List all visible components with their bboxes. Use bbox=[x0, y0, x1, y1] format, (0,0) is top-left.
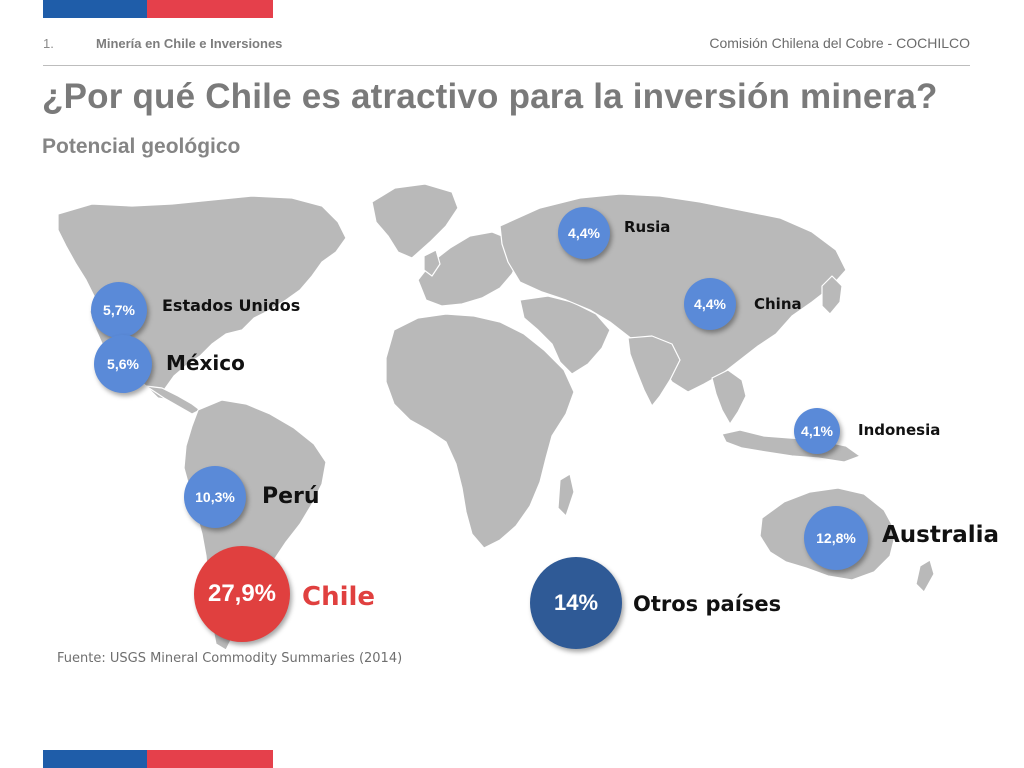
marker-russia: 4,4% bbox=[558, 207, 610, 259]
share-chile: 27,9% bbox=[207, 580, 277, 607]
share-others: 14% bbox=[553, 590, 599, 615]
africa-shape bbox=[385, 313, 575, 549]
flag-bar-bottom bbox=[43, 750, 273, 768]
label-peru: Perú bbox=[262, 484, 320, 509]
share-mexico: 5,6% bbox=[107, 356, 139, 372]
marker-indonesia: 4,1% bbox=[794, 408, 840, 454]
southeast-asia-shape bbox=[711, 369, 747, 425]
share-peru: 10,3% bbox=[195, 489, 235, 505]
flag-bar-top bbox=[43, 0, 273, 18]
label-australia: Australia bbox=[882, 522, 1000, 548]
source-note: Fuente: USGS Mineral Commodity Summaries… bbox=[57, 651, 403, 666]
india-shape bbox=[627, 335, 681, 407]
marker-australia: 12,8% bbox=[804, 506, 868, 570]
marker-usa: 5,7% bbox=[91, 282, 147, 338]
organization-name: Comisión Chilena del Cobre - COCHILCO bbox=[709, 35, 970, 51]
marker-peru: 10,3% bbox=[184, 466, 246, 528]
share-russia: 4,4% bbox=[568, 225, 600, 241]
marker-others: 14% bbox=[530, 557, 622, 649]
marker-chile: 27,9% bbox=[194, 546, 290, 642]
greenland-shape bbox=[371, 183, 459, 259]
label-russia: Rusia bbox=[624, 218, 671, 236]
header-divider bbox=[43, 65, 970, 66]
marker-china: 4,4% bbox=[684, 278, 736, 330]
central-america-shape bbox=[145, 385, 201, 415]
section-title: Minería en Chile e Inversiones bbox=[96, 36, 283, 51]
label-chile: Chile bbox=[302, 582, 376, 612]
japan-shape bbox=[821, 275, 843, 315]
share-china: 4,4% bbox=[694, 296, 726, 312]
section-number: 1. bbox=[43, 36, 54, 51]
madagascar-shape bbox=[557, 473, 575, 517]
label-others: Otros países bbox=[633, 592, 782, 616]
uk-shape bbox=[423, 249, 441, 277]
slide-title: ¿Por qué Chile es atractivo para la inve… bbox=[42, 77, 938, 116]
new-zealand-shape bbox=[915, 559, 935, 593]
share-usa: 5,7% bbox=[103, 302, 135, 318]
slide-subtitle: Potencial geológico bbox=[42, 135, 241, 158]
share-indonesia: 4,1% bbox=[801, 423, 833, 439]
label-usa: Estados Unidos bbox=[162, 296, 301, 315]
label-china: China bbox=[754, 295, 802, 313]
label-mexico: México bbox=[166, 351, 245, 375]
share-australia: 12,8% bbox=[816, 530, 856, 546]
marker-mexico: 5,6% bbox=[94, 335, 152, 393]
label-indonesia: Indonesia bbox=[858, 421, 941, 439]
indonesia-shape bbox=[721, 429, 861, 463]
